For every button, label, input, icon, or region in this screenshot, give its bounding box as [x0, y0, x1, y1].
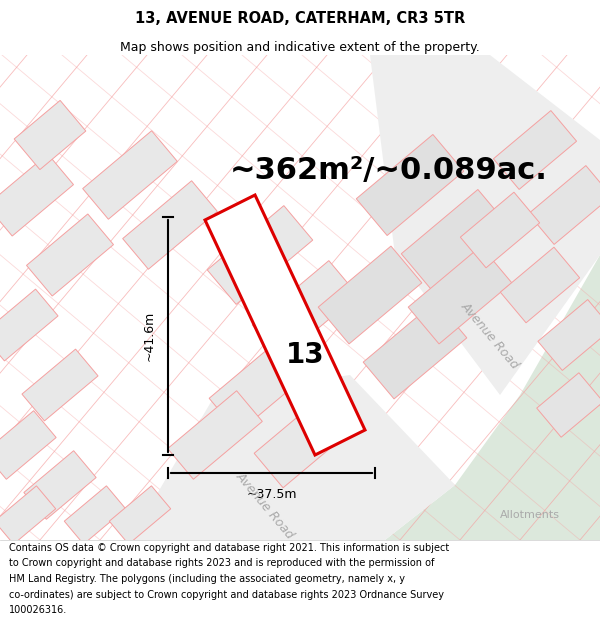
Polygon shape [408, 246, 512, 344]
Polygon shape [0, 486, 56, 544]
Polygon shape [0, 289, 58, 361]
Text: 13, AVENUE ROAD, CATERHAM, CR3 5TR: 13, AVENUE ROAD, CATERHAM, CR3 5TR [135, 11, 465, 26]
Polygon shape [529, 166, 600, 244]
Polygon shape [167, 391, 262, 479]
Polygon shape [356, 134, 464, 236]
Polygon shape [24, 451, 96, 519]
Text: ~362m²/~0.089ac.: ~362m²/~0.089ac. [230, 156, 548, 184]
Text: Avenue Road: Avenue Road [233, 469, 296, 541]
Polygon shape [26, 214, 113, 296]
Text: 100026316.: 100026316. [9, 606, 67, 616]
Text: 13: 13 [286, 341, 325, 369]
Polygon shape [22, 349, 98, 421]
Polygon shape [0, 411, 56, 479]
Text: to Crown copyright and database rights 2023 and is reproduced with the permissio: to Crown copyright and database rights 2… [9, 558, 434, 568]
Text: co-ordinates) are subject to Crown copyright and database rights 2023 Ordnance S: co-ordinates) are subject to Crown copyr… [9, 590, 444, 600]
Text: ~37.5m: ~37.5m [246, 488, 297, 501]
Polygon shape [370, 55, 600, 395]
Polygon shape [83, 131, 178, 219]
Polygon shape [401, 189, 509, 291]
Polygon shape [205, 195, 365, 455]
Polygon shape [500, 247, 580, 323]
Text: Allotments: Allotments [500, 510, 560, 520]
Polygon shape [122, 181, 217, 269]
Polygon shape [254, 392, 356, 488]
Polygon shape [538, 299, 600, 371]
Text: Contains OS data © Crown copyright and database right 2021. This information is : Contains OS data © Crown copyright and d… [9, 542, 449, 552]
Text: Map shows position and indicative extent of the property.: Map shows position and indicative extent… [120, 41, 480, 54]
Polygon shape [460, 192, 539, 268]
Polygon shape [493, 111, 577, 189]
Polygon shape [130, 375, 455, 540]
Polygon shape [537, 372, 600, 438]
Polygon shape [385, 255, 600, 540]
Polygon shape [14, 101, 86, 169]
Polygon shape [209, 338, 311, 432]
Polygon shape [64, 486, 126, 544]
Polygon shape [318, 246, 422, 344]
Polygon shape [0, 154, 73, 236]
Polygon shape [207, 206, 313, 304]
Polygon shape [252, 261, 358, 359]
Polygon shape [363, 301, 467, 399]
Polygon shape [109, 486, 171, 544]
Text: Avenue Road: Avenue Road [458, 299, 521, 371]
Text: ~41.6m: ~41.6m [143, 311, 156, 361]
Text: HM Land Registry. The polygons (including the associated geometry, namely x, y: HM Land Registry. The polygons (includin… [9, 574, 405, 584]
